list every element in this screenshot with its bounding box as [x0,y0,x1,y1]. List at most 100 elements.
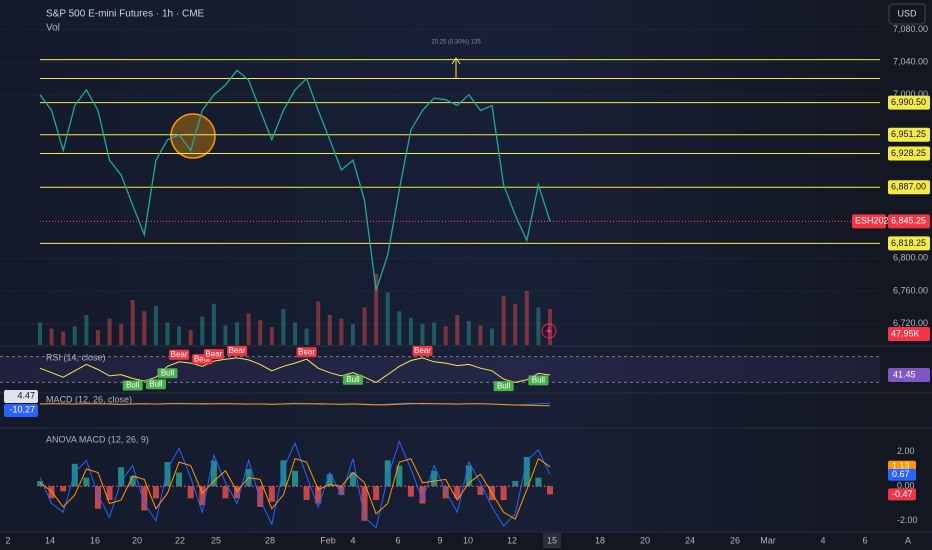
volume-bar [374,273,379,345]
x-tick-label: 2 [5,535,10,545]
histogram-bar [338,486,345,495]
volume-bar [293,322,297,345]
anova-last-mark [888,488,916,501]
volume-bar [327,315,332,345]
histogram-bar [419,486,426,504]
volume-bar [455,315,460,345]
currency[interactable]: USD [897,8,917,18]
histogram-bar [477,486,484,495]
histogram-bar [384,460,391,487]
symbol-tag: ESH2026 [855,216,894,226]
volume-bar [536,307,541,345]
volume-bar [235,322,240,345]
volume-bar [443,326,448,345]
volume-bar [385,292,390,345]
signal-tag [203,349,224,360]
series-line [39,69,551,291]
volume-bar [130,300,135,345]
histogram-bar [152,486,159,499]
volume-bar [466,321,471,345]
volume-bar [223,325,228,345]
signal-label: Bull [532,375,546,384]
x-tick-label: 25 [211,535,221,545]
histogram-bar [361,486,368,521]
volume-last-mark [888,327,930,341]
y-tick-label: 0.00 [897,481,915,491]
anova-last-label: 0.67 [892,469,910,479]
x-tick-label: 20 [640,535,650,545]
volume-bar [72,326,77,345]
volume-bar [200,316,205,345]
pane-title: MACD (12, 26, close) [46,394,132,404]
volume-last-label: 47.95K [891,328,920,338]
y-tick-label: 7,000.00 [893,89,928,99]
signal-tag [493,381,514,392]
price-axis [880,0,932,550]
x-tick-label: 12 [507,535,517,545]
x-tick-label: 26 [730,535,740,545]
histogram-bar [176,472,183,487]
alert-bolt [546,326,552,336]
histogram-bar [407,486,414,497]
x-tick-label: Feb [320,535,336,545]
level-label: 6,928.25 [891,148,926,158]
histogram-bar [118,467,125,487]
series-line [39,357,551,383]
histogram-bar [129,475,136,487]
histogram-bar [48,486,55,499]
rsi-band [0,356,880,383]
volume-bar [258,320,263,345]
histogram-bar [500,486,507,501]
symbol-title: S&P 500 E-mini Futures · 1h · CME [46,9,205,20]
anova-last-label: -0.47 [892,489,913,499]
volume-bar [269,327,274,345]
series-line [39,439,551,529]
signal-label: Bull [346,375,360,384]
histogram-bar [83,477,90,487]
signal-label: Bull [497,381,511,390]
signal-tag [342,374,363,385]
signal-tag [227,345,248,356]
histogram-bar [292,470,298,487]
histogram-bar [396,465,403,487]
signal-label: Bear [229,346,246,355]
volume-bar [362,307,367,345]
histogram-bar [71,463,78,487]
y-tick-label: 2.00 [897,446,915,456]
volume-bar [408,318,413,345]
y-tick-label: 6,800.00 [893,253,928,263]
x-tick-label: 24 [685,535,695,545]
volume-bar [95,330,100,345]
last-price-label-bg [888,214,930,229]
histogram-bar [373,486,380,501]
signal-tag [412,345,433,356]
x-tick-label: Mar [760,535,776,545]
volume-bar [188,330,193,345]
volume-bar [432,322,437,345]
measure-annotation: 20.25 (0.30%) 135 [431,40,481,46]
macd-last-mark [4,404,38,417]
histogram-bar [454,486,461,499]
macd-last-label: -10.27 [9,404,35,414]
highlight-circle [170,113,216,159]
level-label: 6,990.50 [891,97,926,107]
volume-bar [478,325,483,345]
volume-bar [142,311,147,345]
signal-tag [122,380,143,391]
histogram-bar [326,474,333,487]
histogram-bar [141,486,148,511]
volume-bar [548,309,552,345]
level-label: 6,818.25 [891,238,926,248]
signal-tag [528,375,549,386]
x-tick-label: 20 [132,535,142,545]
volume-bar [420,324,425,345]
histogram-bar [315,486,322,504]
pane-title: RSI (14, close) [46,352,106,362]
volume-bar [339,318,344,345]
currency-button[interactable] [888,3,926,25]
x-tick-label: 4 [820,535,825,545]
rsi-last-mark [888,367,930,382]
volume-bar [165,322,170,345]
